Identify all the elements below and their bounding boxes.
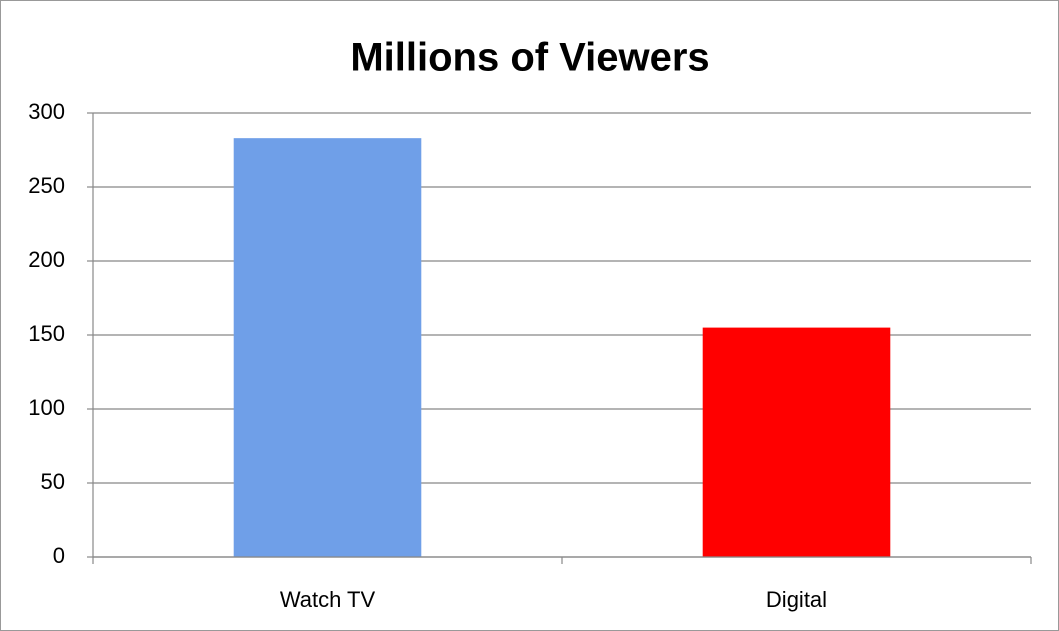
bar [233,138,422,557]
y-tick-label: 200 [28,247,65,272]
y-tick-label: 300 [28,99,65,124]
y-tick-label: 250 [28,173,65,198]
y-tick-label: 150 [28,321,65,346]
x-tick-label: Watch TV [280,587,376,612]
chart-title: Millions of Viewers [350,36,709,80]
y-tick-label: 50 [41,469,65,494]
bar [702,327,891,557]
x-tick-label: Digital [766,587,827,612]
y-tick-label: 0 [53,543,65,568]
y-tick-label: 100 [28,395,65,420]
